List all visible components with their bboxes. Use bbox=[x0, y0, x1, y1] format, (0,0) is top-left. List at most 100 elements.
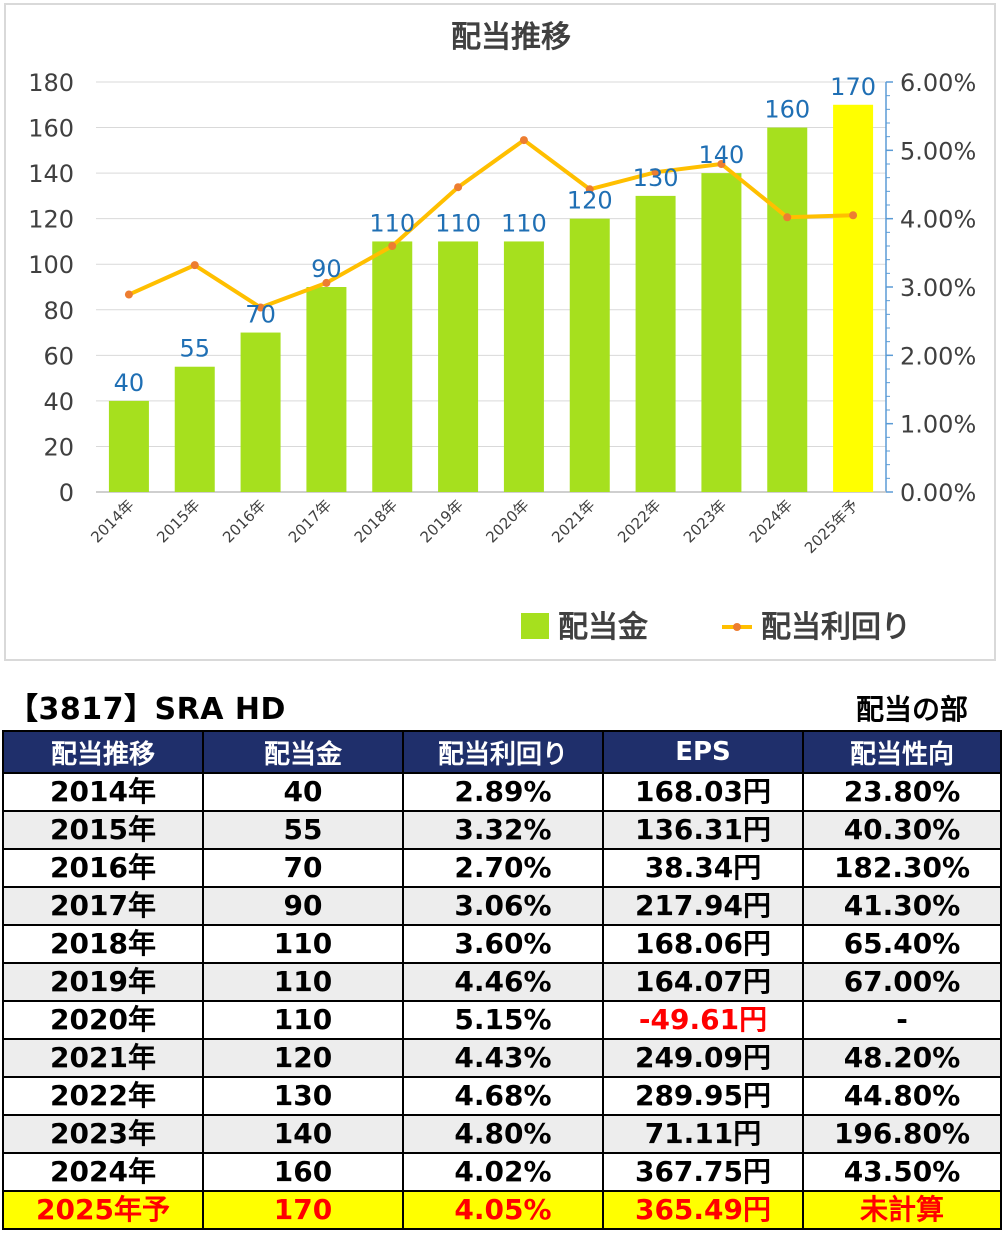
cell-eps: 365.49円 bbox=[602, 1190, 804, 1230]
yield-point bbox=[717, 160, 726, 168]
y-left-tick-label: 160 bbox=[28, 115, 74, 143]
column-header-payout: 配当性向 bbox=[802, 730, 1002, 774]
company-title: 【3817】SRA HD bbox=[8, 692, 286, 727]
cell-year: 2017年 bbox=[2, 886, 204, 926]
x-tick-label: 2022年 bbox=[614, 496, 664, 546]
table-body: 2014年 40 2.89% 168.03円 23.80% 2015年 55 3.32% 136… bbox=[2, 772, 1002, 1230]
column-header-yield: 配当利回り bbox=[402, 730, 604, 774]
cell-eps: 164.07円 bbox=[602, 962, 804, 1002]
cell-dividend: 170 bbox=[202, 1190, 404, 1230]
table-row: 2025年予 170 4.05% 365.49円 未計算 bbox=[2, 1190, 1002, 1230]
cell-dividend: 160 bbox=[202, 1152, 404, 1192]
legend-label-dividend: 配当金 bbox=[558, 610, 649, 645]
cell-dividend: 130 bbox=[202, 1076, 404, 1116]
x-tick-label: 2025年予 bbox=[801, 496, 862, 557]
x-tick-label: 2018年 bbox=[351, 496, 401, 546]
bar-2016年 bbox=[240, 332, 281, 492]
x-tick-label: 2015年 bbox=[153, 496, 203, 546]
bar-value-label: 120 bbox=[567, 187, 613, 215]
cell-year: 2023年 bbox=[2, 1114, 204, 1154]
bar-value-label: 140 bbox=[699, 141, 745, 169]
bar-2023年 bbox=[701, 173, 742, 492]
cell-year: 2015年 bbox=[2, 810, 204, 850]
y-left-tick-label: 40 bbox=[43, 388, 74, 416]
y-right-tick-label: 0.00% bbox=[900, 479, 976, 507]
table-row: 2022年 130 4.68% 289.95円 44.80% bbox=[2, 1076, 1002, 1116]
bar-2018年 bbox=[372, 241, 413, 492]
table-row: 2017年 90 3.06% 217.94円 41.30% bbox=[2, 886, 1002, 926]
yield-point bbox=[190, 261, 199, 270]
cell-year: 2022年 bbox=[2, 1076, 204, 1116]
x-tick-label: 2020年 bbox=[482, 496, 532, 546]
bar-value-label: 130 bbox=[633, 164, 679, 192]
cell-payout: 41.30% bbox=[802, 886, 1002, 926]
cell-dividend: 55 bbox=[202, 810, 404, 850]
y-right-tick-label: 1.00% bbox=[900, 411, 976, 439]
cell-yield: 4.68% bbox=[402, 1076, 604, 1116]
table-row: 2019年 110 4.46% 164.07円 67.00% bbox=[2, 962, 1002, 1002]
cell-eps: 38.34円 bbox=[602, 848, 804, 888]
yield-point bbox=[519, 136, 528, 145]
cell-dividend: 40 bbox=[202, 772, 404, 812]
y-left-tick-label: 0 bbox=[59, 479, 74, 507]
cell-year: 2019年 bbox=[2, 962, 204, 1002]
x-tick-label: 2017年 bbox=[285, 496, 335, 546]
cell-dividend: 140 bbox=[202, 1114, 404, 1154]
cell-eps: -49.61円 bbox=[602, 1000, 804, 1040]
cell-payout: 67.00% bbox=[802, 962, 1002, 1002]
y-left-tick-label: 180 bbox=[28, 69, 74, 97]
dividend-table: 配当推移 配当金 配当利回り EPS 配当性向 2014年 40 2.89% 168.… bbox=[2, 730, 1002, 1230]
bar-2021年 bbox=[569, 218, 610, 492]
legend-marker-yield bbox=[733, 623, 741, 631]
cell-payout: 48.20% bbox=[802, 1038, 1002, 1078]
table-row: 2018年 110 3.60% 168.06円 65.40% bbox=[2, 924, 1002, 964]
y-right-tick-label: 6.00% bbox=[900, 69, 976, 97]
cell-year: 2014年 bbox=[2, 772, 204, 812]
cell-year: 2025年予 bbox=[2, 1190, 204, 1230]
y-left-tick-label: 140 bbox=[28, 160, 74, 188]
bar-value-label: 170 bbox=[830, 73, 876, 101]
y-left-tick-label: 20 bbox=[43, 433, 74, 461]
column-header-dividend: 配当金 bbox=[202, 730, 404, 774]
bar-value-label: 70 bbox=[245, 301, 276, 329]
dividend-chart: 配当推移 0 20 40 60 80 100 120 140 160 180 0.00% 1.00% 2.… bbox=[4, 3, 996, 661]
chart-svg: 配当推移 0 20 40 60 80 100 120 140 160 180 0.00% 1.00% 2.… bbox=[28, 20, 976, 645]
bar-2019年 bbox=[438, 241, 479, 492]
bar-value-label: 90 bbox=[311, 255, 342, 283]
y-left-tick-label: 120 bbox=[28, 206, 74, 234]
table-row: 2023年 140 4.80% 71.11円 196.80% bbox=[2, 1114, 1002, 1154]
bar-2020年 bbox=[503, 241, 544, 492]
yield-point bbox=[849, 211, 858, 220]
bar-value-label: 160 bbox=[764, 96, 810, 124]
yield-point bbox=[585, 185, 594, 194]
cell-yield: 2.89% bbox=[402, 772, 604, 812]
bar-2025年予 bbox=[833, 104, 874, 493]
column-header-year: 配当推移 bbox=[2, 730, 204, 774]
y-right-tick-label: 4.00% bbox=[900, 206, 976, 234]
y-right-tick-label: 3.00% bbox=[900, 274, 976, 302]
cell-dividend: 110 bbox=[202, 924, 404, 964]
cell-yield: 4.46% bbox=[402, 962, 604, 1002]
x-tick-label: 2021年 bbox=[548, 496, 598, 546]
bar-value-label: 110 bbox=[435, 209, 481, 237]
x-tick-label: 2016年 bbox=[219, 496, 269, 546]
column-header-eps: EPS bbox=[602, 730, 804, 774]
cell-eps: 289.95円 bbox=[602, 1076, 804, 1116]
cell-yield: 5.15% bbox=[402, 1000, 604, 1040]
cell-dividend: 70 bbox=[202, 848, 404, 888]
cell-eps: 217.94円 bbox=[602, 886, 804, 926]
y-left-tick-label: 60 bbox=[43, 342, 74, 370]
cell-payout: 44.80% bbox=[802, 1076, 1002, 1116]
cell-year: 2024年 bbox=[2, 1152, 204, 1192]
cell-eps: 71.11円 bbox=[602, 1114, 804, 1154]
chart-title: 配当推移 bbox=[451, 20, 571, 55]
cell-payout: - bbox=[802, 1000, 1002, 1040]
cell-eps: 249.09円 bbox=[602, 1038, 804, 1078]
cell-yield: 4.80% bbox=[402, 1114, 604, 1154]
x-tick-label: 2023年 bbox=[680, 496, 730, 546]
cell-year: 2021年 bbox=[2, 1038, 204, 1078]
cell-payout: 65.40% bbox=[802, 924, 1002, 964]
bar-value-label: 110 bbox=[369, 209, 415, 237]
cell-payout: 23.80% bbox=[802, 772, 1002, 812]
cell-eps: 136.31円 bbox=[602, 810, 804, 850]
